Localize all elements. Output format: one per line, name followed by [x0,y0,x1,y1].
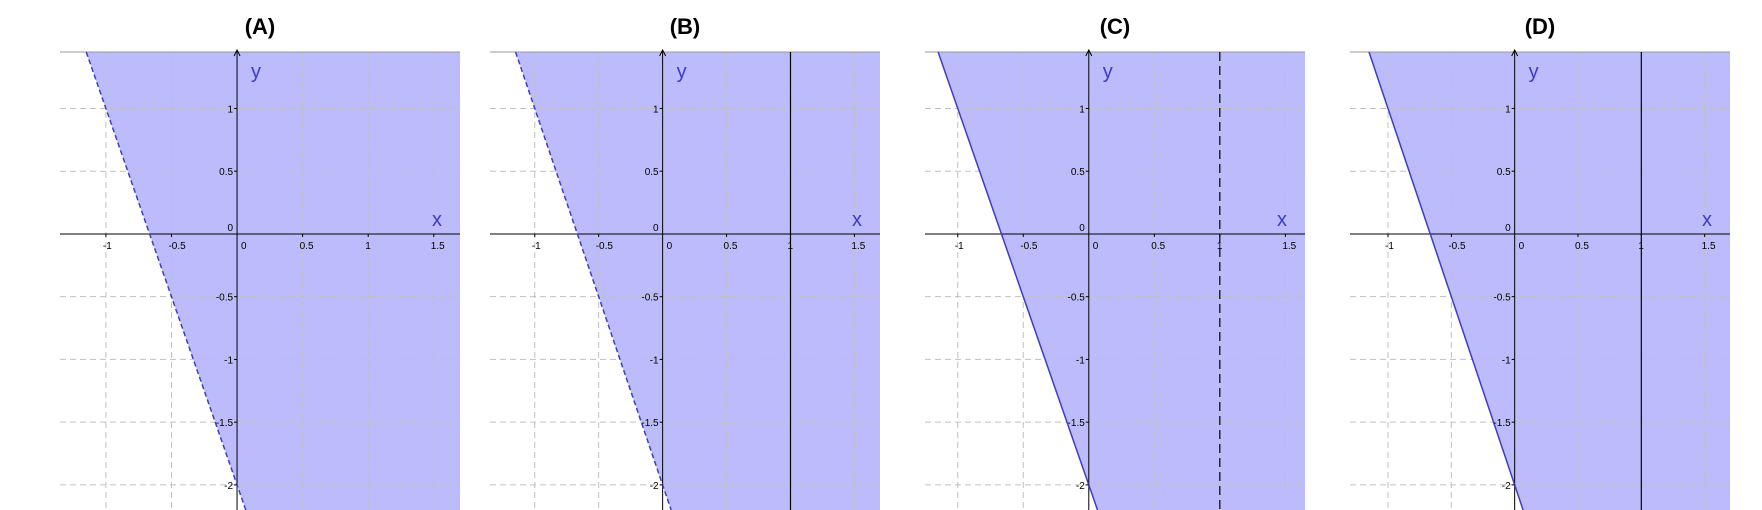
graph-panel-c: (C) -1 -0.5 0 0.5 1 1.5 1 0.5 0 -0.5 -1 -1.5 -2 x y [925,0,1305,510]
y-tick-label: -1 [650,355,659,366]
x-tick-label: 0 [1093,241,1099,252]
x-tick-label: -0.5 [1020,241,1038,252]
y-tick-label: -1.5 [641,418,659,429]
y-tick-label: 0 [653,223,659,234]
graph-panel-a: (A) -1 -0.5 0 0.5 1 1.5 1 0.5 0 -0.5 -1 -1.5 -2 x y [60,0,460,510]
y-axis-label: y [677,61,687,83]
panel-title: (D) [1524,14,1556,39]
x-axis-label: x [1702,209,1712,231]
x-tick-label: -1 [955,241,964,252]
y-axis-arrow [659,48,667,57]
y-tick-label: -2 [650,481,659,492]
x-tick-label: 0.5 [1575,241,1589,252]
shaded-region [515,52,880,510]
x-tick-label: -1 [532,241,541,252]
y-tick-label: -1 [224,355,233,366]
panel-title: (B) [669,14,701,39]
shaded-region [86,52,460,510]
y-tick-label: 0.5 [1071,167,1085,178]
graph-plot: -1 -0.5 0 0.5 1 1.5 1 0.5 0 -0.5 -1 -1.5 -2 x y [1350,48,1730,510]
x-tick-label: -1 [103,241,112,252]
panel-title: (C) [1099,14,1131,39]
x-tick-label: -0.5 [168,241,186,252]
y-axis-arrow [1511,48,1519,57]
shaded-region [938,52,1305,510]
graph-plot: -1 -0.5 0 0.5 1 1.5 1 0.5 0 -0.5 -1 -1.5 -2 x y [925,48,1305,510]
x-axis-label: x [1277,209,1287,231]
y-tick-label: -1.5 [216,418,234,429]
x-tick-label: 1.5 [1282,241,1296,252]
x-tick-label: -0.5 [596,241,614,252]
x-tick-label: 1 [787,241,793,252]
x-tick-label: 0.5 [724,241,738,252]
y-axis-label: y [1529,61,1539,83]
x-tick-label: 1.5 [851,241,865,252]
y-tick-label: 0.5 [645,167,659,178]
x-tick-label: -1 [1385,241,1394,252]
y-tick-label: -2 [1076,481,1085,492]
y-tick-label: 1 [1079,104,1085,115]
y-axis-label: y [251,61,261,83]
graph-plot: -1 -0.5 0 0.5 1 1.5 1 0.5 0 -0.5 -1 -1.5 -2 x y [60,48,460,510]
x-tick-label: 0 [241,241,247,252]
y-tick-label: 0 [227,223,233,234]
y-tick-label: -0.5 [1068,293,1086,304]
x-tick-label: 1.5 [1702,241,1716,252]
x-tick-label: 0 [1519,241,1525,252]
x-tick-label: 1.5 [431,241,445,252]
graph-plot: -1 -0.5 0 0.5 1 1.5 1 0.5 0 -0.5 -1 -1.5 -2 x y [490,48,880,510]
x-tick-label: 1 [365,241,371,252]
y-tick-label: -1.5 [1068,418,1086,429]
graph-panel-d: (D) -1 -0.5 0 0.5 1 1.5 1 0.5 0 -0.5 -1 -1.5 -2 x y [1350,0,1730,510]
x-tick-label: 0 [667,241,673,252]
y-tick-label: -1.5 [1493,418,1511,429]
y-tick-label: 1 [227,104,233,115]
x-tick-label: 1 [1217,241,1223,252]
y-tick-label: 0 [1505,223,1511,234]
y-tick-label: -1 [1502,355,1511,366]
shaded-region [1369,52,1730,510]
x-tick-label: 1 [1638,241,1644,252]
y-tick-label: 1 [653,104,659,115]
y-axis-arrow [233,48,241,57]
x-tick-label: -0.5 [1448,241,1466,252]
y-tick-label: -1 [1076,355,1085,366]
y-tick-label: -2 [224,481,233,492]
x-tick-label: 0.5 [1151,241,1165,252]
y-tick-label: -0.5 [641,293,659,304]
y-tick-label: -0.5 [1493,293,1511,304]
y-axis-label: y [1103,61,1113,83]
boundary-line [1368,51,1524,510]
boundary-line [937,51,1099,510]
y-tick-label: -0.5 [216,293,234,304]
boundary-line [514,51,672,510]
y-tick-label: 0 [1079,223,1085,234]
y-tick-label: 0.5 [219,167,233,178]
y-tick-label: 1 [1505,104,1511,115]
x-axis-label: x [432,209,442,231]
graph-panel-b: (B) -1 -0.5 0 0.5 1 1.5 1 0.5 0 -0.5 -1 -1.5 -2 x y [490,0,880,510]
panel-title: (A) [244,14,276,39]
y-tick-label: -2 [1502,481,1511,492]
y-axis-arrow [1085,48,1093,57]
x-axis-label: x [852,209,862,231]
boundary-line [85,51,247,510]
x-tick-label: 0.5 [300,241,314,252]
y-tick-label: 0.5 [1497,167,1511,178]
